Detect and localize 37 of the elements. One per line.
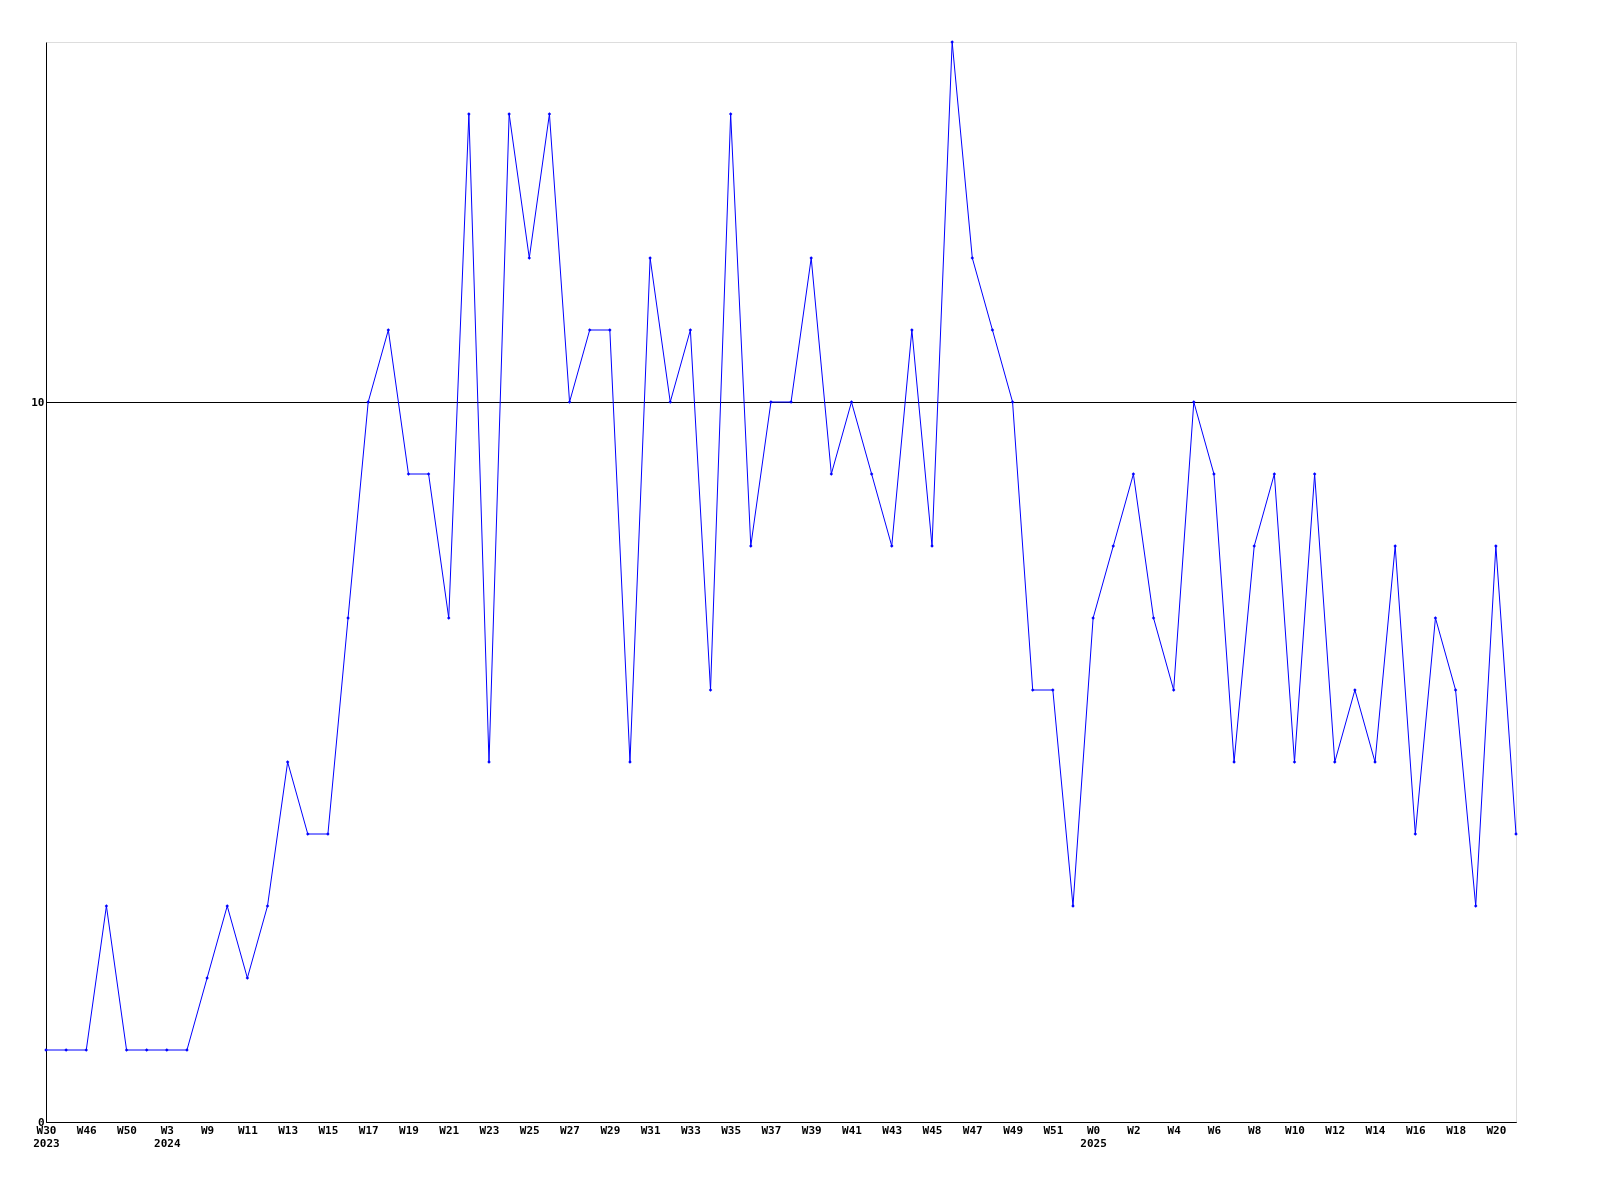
x-tick-label: W15 <box>318 1123 339 1137</box>
x-tick-label: W41 <box>842 1123 863 1137</box>
x-tick-label: W49 <box>1003 1123 1024 1137</box>
x-tick-label: W4 <box>1167 1123 1182 1137</box>
x-tick-label: W9 <box>200 1123 215 1137</box>
y-tick-label: 10 <box>31 395 45 409</box>
x-tick-label: W17 <box>358 1123 379 1137</box>
x-tick-label: W19 <box>399 1123 419 1137</box>
x-tick-label: W12 <box>1325 1123 1346 1137</box>
x-tick-label: W51 <box>1043 1123 1064 1137</box>
x-tick-label: W31 <box>640 1123 661 1137</box>
x-tick-label: W21 <box>439 1123 460 1137</box>
x-tick-label: W0 2025 <box>1080 1123 1107 1150</box>
x-tick-label: W35 <box>721 1123 742 1137</box>
x-tick-label: W46 <box>76 1123 98 1137</box>
x-tick-label: W33 <box>680 1123 701 1137</box>
x-tick-label: W43 <box>882 1123 903 1137</box>
x-tick-label: W11 <box>237 1123 259 1137</box>
x-tick-label: W27 <box>560 1123 580 1137</box>
x-tick-label: W14 <box>1365 1123 1386 1137</box>
x-tick-label: W45 <box>922 1123 943 1137</box>
x-tick-label: W2 <box>1127 1123 1141 1137</box>
x-tick-label: W20 <box>1486 1123 1507 1137</box>
x-tick-label: W6 <box>1207 1123 1222 1137</box>
x-tick-label: W3 2024 <box>154 1123 181 1150</box>
x-tick-label: W23 <box>479 1123 500 1137</box>
x-tick-label: W39 <box>801 1123 822 1137</box>
x-tick-label: W37 <box>761 1123 782 1137</box>
x-tick-label: W13 <box>278 1123 299 1137</box>
x-tick-label: W16 <box>1405 1123 1427 1137</box>
x-tick-label: W25 <box>519 1123 540 1137</box>
x-tick-label: W29 <box>600 1123 621 1137</box>
x-tick-label: W47 <box>962 1123 983 1137</box>
x-tick-label: W18 <box>1446 1123 1467 1137</box>
x-tick-label: W8 <box>1248 1123 1262 1137</box>
x-tick-label: W10 <box>1285 1123 1305 1137</box>
x-tick-label: W50 <box>117 1123 137 1137</box>
